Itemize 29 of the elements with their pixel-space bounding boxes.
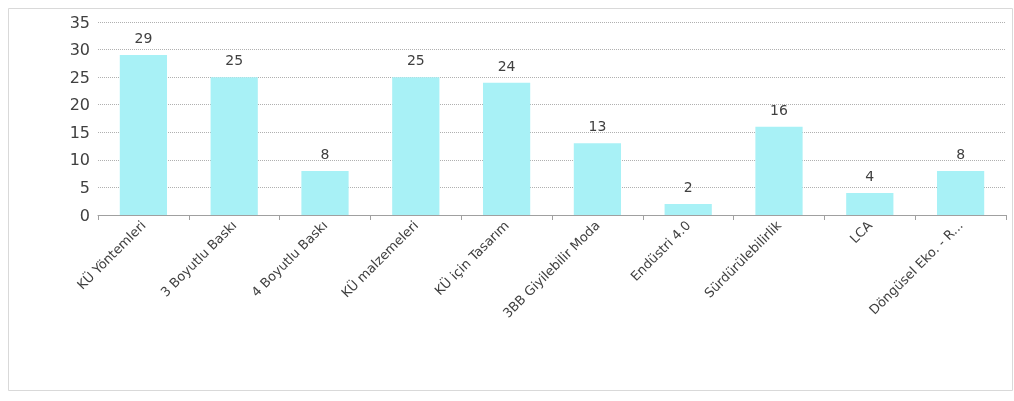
bar xyxy=(392,77,440,215)
y-tick-label: 5 xyxy=(79,177,90,197)
y-tick-label: 25 xyxy=(69,67,90,87)
data-label: 2 xyxy=(683,178,693,195)
bar xyxy=(573,143,622,215)
x-tick-label: LCA xyxy=(846,217,876,247)
y-tick-label: 10 xyxy=(69,150,90,170)
y-tick-label: 35 xyxy=(69,12,90,32)
y-tick-label: 30 xyxy=(69,40,90,60)
bar xyxy=(936,170,985,215)
y-tick-label: 15 xyxy=(69,122,90,142)
data-label: 24 xyxy=(497,57,516,74)
bar xyxy=(482,82,531,215)
data-label: 29 xyxy=(134,30,153,47)
y-tick-label: 0 xyxy=(79,205,90,225)
bar xyxy=(755,126,803,215)
data-label: 25 xyxy=(225,52,244,69)
data-label: 25 xyxy=(406,52,425,69)
data-label: 4 xyxy=(865,167,875,184)
data-label: 13 xyxy=(588,118,607,135)
data-label: 8 xyxy=(320,145,330,162)
y-tick-label: 20 xyxy=(69,95,90,115)
data-label: 8 xyxy=(956,145,966,162)
bar xyxy=(119,55,168,215)
bar xyxy=(664,203,712,215)
data-label: 16 xyxy=(770,101,788,118)
bar xyxy=(301,170,349,215)
bar xyxy=(210,77,258,215)
bar xyxy=(846,192,894,215)
